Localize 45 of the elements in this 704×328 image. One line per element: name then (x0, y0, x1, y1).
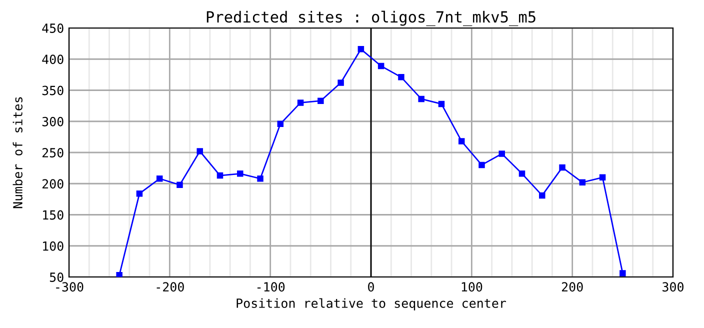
x-tick-label: 0 (368, 282, 374, 292)
chart-title: Predicted sites : oligos_7nt_mkv5_m5 (206, 10, 536, 26)
point (599, 174, 606, 181)
point (237, 170, 244, 177)
y-tick-label: 250 (42, 148, 64, 158)
point (297, 100, 304, 106)
y-tick-label: 450 (42, 24, 64, 33)
point (196, 148, 203, 154)
y-tick-label: 200 (42, 179, 64, 189)
point (338, 80, 344, 86)
point (318, 98, 324, 104)
point (539, 192, 546, 199)
point (438, 100, 445, 108)
point (116, 272, 122, 277)
y-tick-label: 400 (42, 54, 64, 64)
point (176, 182, 183, 188)
point (136, 190, 143, 197)
x-tick-label: -300 (56, 282, 84, 292)
y-tick-label: 300 (42, 116, 64, 126)
x-tick-label: 100 (462, 282, 482, 292)
point (378, 62, 384, 70)
x-axis-title: Position relative to sequence center (236, 298, 506, 310)
point (498, 150, 505, 157)
x-tick-label: -100 (257, 282, 285, 292)
x-tick-label: -200 (156, 282, 184, 292)
x-tick-label: 200 (562, 282, 583, 292)
point (216, 172, 224, 179)
point (257, 176, 264, 182)
y-tick-label: 100 (43, 241, 64, 251)
point (156, 176, 163, 182)
y-tick-label: 150 (43, 210, 64, 220)
point (458, 138, 465, 144)
point (518, 170, 526, 177)
y-tick-label: 50 (50, 272, 64, 282)
point (358, 46, 364, 52)
y-axis-title: Number of sites (12, 97, 22, 208)
point (277, 120, 284, 127)
point (579, 179, 586, 186)
point (398, 74, 404, 80)
x-tick-label: 300 (662, 282, 684, 292)
point (478, 162, 485, 168)
point (559, 164, 566, 171)
point (620, 270, 626, 276)
y-tick-label: 350 (42, 86, 64, 96)
point (418, 96, 424, 102)
